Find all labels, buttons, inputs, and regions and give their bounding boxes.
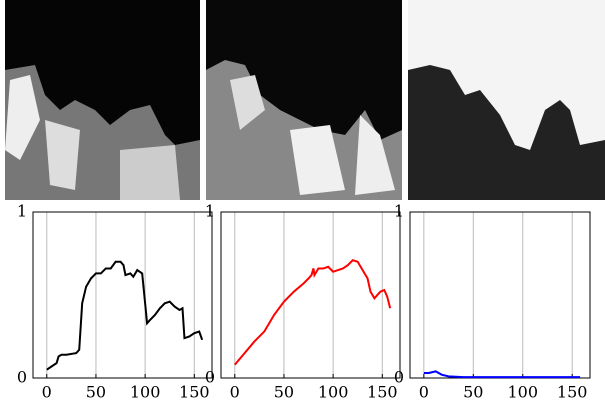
- y-tick-label: 1: [394, 202, 404, 221]
- x-tick-label: 0: [42, 383, 52, 402]
- x-tick-label: 50: [463, 383, 483, 402]
- image-2-shape: [355, 115, 395, 195]
- x-tick-label: 150: [557, 383, 588, 402]
- x-tick-label: 100: [507, 383, 538, 402]
- data-line: [234, 258, 392, 366]
- image-3-shape: [408, 65, 605, 200]
- image-1-shape: [45, 120, 80, 190]
- x-tick-label: 150: [367, 383, 398, 402]
- y-tick-label: 0: [17, 368, 27, 387]
- y-tick-label: 0: [205, 368, 215, 387]
- x-tick-label: 0: [419, 383, 429, 402]
- plot-frame: [32, 211, 213, 379]
- plot-frame: [220, 211, 401, 379]
- x-tick-label: 0: [230, 383, 240, 402]
- x-tick-label: 100: [318, 383, 349, 402]
- image-1-shape: [5, 75, 40, 160]
- y-tick-label: 1: [205, 202, 215, 221]
- image-2-shape: [290, 125, 345, 195]
- x-tick-label: 50: [86, 383, 106, 402]
- y-tick-label: 1: [17, 202, 27, 221]
- x-tick-label: 100: [130, 383, 161, 402]
- image-1-shape: [120, 145, 180, 200]
- image-panels: [5, 0, 605, 200]
- data-line: [46, 260, 204, 371]
- x-tick-label: 150: [179, 383, 210, 402]
- x-tick-label: 50: [274, 383, 294, 402]
- data-line: [423, 370, 581, 379]
- y-tick-label: 0: [394, 368, 404, 387]
- plot-frame: [409, 211, 591, 379]
- image-2-shape: [230, 75, 265, 130]
